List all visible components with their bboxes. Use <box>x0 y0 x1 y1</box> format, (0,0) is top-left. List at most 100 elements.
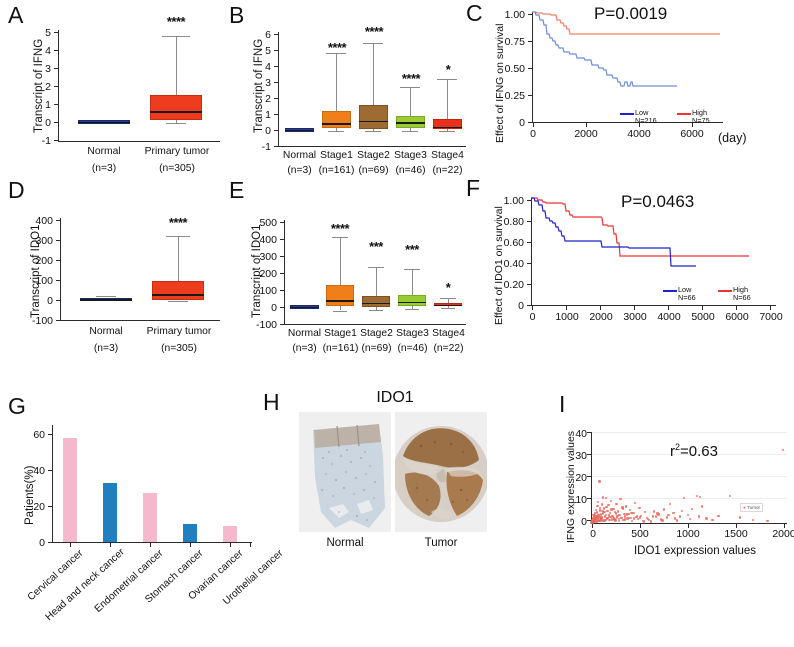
scatter-point <box>630 511 633 515</box>
scatter-point <box>697 515 700 518</box>
panel-i-xlabel: IDO1 expression values <box>633 545 757 557</box>
panel-b-tickmark <box>274 98 278 100</box>
panel-g-bar-3 <box>183 524 197 542</box>
panel-e-median-s3 <box>398 301 426 304</box>
panel-c-legend-low-n: N=216 <box>635 116 657 126</box>
scatter-point <box>603 515 606 518</box>
panel-c-ytick-050: 0.50 <box>504 63 525 75</box>
panel-b-box-s1 <box>322 111 351 129</box>
panel-b-xaxis <box>278 146 466 148</box>
panel-a-tickmark <box>54 68 58 70</box>
scatter-point <box>642 520 646 523</box>
panel-e-xn-4: (n=22) <box>433 343 464 354</box>
panel-c-legend-high-line <box>677 113 691 116</box>
scatter-point <box>638 516 642 519</box>
scatter-point <box>592 517 596 520</box>
scatter-point <box>590 520 594 524</box>
scatter-point <box>609 515 612 519</box>
scatter-point <box>595 517 598 520</box>
panel-c-tickmark <box>528 14 532 16</box>
panel-f-tickmark <box>527 263 531 265</box>
panel-e-xcat-2: Stage2 <box>360 328 393 339</box>
panel-c-xtickmark <box>586 123 588 127</box>
panel-g-tickmark <box>48 542 52 544</box>
panel-b-ytick-1: 1 <box>265 109 271 121</box>
scatter-point <box>751 518 754 521</box>
panel-i-xtickmark <box>592 524 594 528</box>
panel-e-tickmark <box>280 307 284 309</box>
panel-d-whisker-tumor <box>178 235 179 300</box>
panel-i-tickmark <box>587 520 591 522</box>
scatter-point <box>661 519 664 522</box>
panel-g: G Patients(%) 60 40 20 0 Cervical cancer… <box>0 385 285 647</box>
panel-b-sig-s1: **** <box>327 40 347 55</box>
panel-b-median-s4 <box>433 126 462 129</box>
panel-h-caption-normal: Normal <box>326 537 364 549</box>
panel-f-ytick-020: 0.20 <box>503 279 524 291</box>
panel-f-xtick-6000: 6000 <box>725 311 749 323</box>
panel-b-whisker-s3-low <box>410 128 411 131</box>
scatter-point <box>628 516 631 520</box>
panel-b-xcat-3: Stage3 <box>394 150 427 161</box>
scatter-point <box>659 518 663 521</box>
panel-f-survival-curves <box>531 197 749 267</box>
panel-i: I IFNG expression values 40 30 20 10 0 0… <box>505 385 794 585</box>
panel-a-xn-normal: (n=3) <box>91 163 117 174</box>
scatter-point <box>594 508 598 511</box>
scatter-point <box>604 518 607 521</box>
panel-i-xtick-0: 0 <box>590 528 596 540</box>
panel-e-cap-s2 <box>368 266 384 268</box>
scatter-point <box>700 505 703 508</box>
panel-b-xn-2: (n=69) <box>358 165 389 176</box>
panel-b-ytick-2: 2 <box>265 93 271 105</box>
panel-c-survival-curves <box>532 11 720 87</box>
scatter-point <box>602 519 605 523</box>
scatter-point <box>597 500 600 504</box>
panel-c-day-unit: (day) <box>718 131 747 145</box>
panel-b-sig-s2: **** <box>364 24 384 39</box>
panel-a-whiskercap-tumor <box>166 122 186 124</box>
scatter-point <box>650 520 653 523</box>
panel-e-cap-s4 <box>440 298 456 300</box>
panel-g-tickmark <box>48 470 52 472</box>
panel-b-ytick-4: 4 <box>265 61 271 73</box>
panel-e-median-s2 <box>362 302 390 305</box>
panel-b-cap-s3-low <box>402 131 418 132</box>
panel-c-ytick-025: 0.25 <box>504 90 525 102</box>
panel-d-ytick-0: 0 <box>47 295 53 307</box>
panel-g-bar-0 <box>63 437 77 542</box>
panel-b-median-normal <box>285 129 314 132</box>
panel-i-tickmark <box>587 454 591 456</box>
panel-b-xn-1: (n=161) <box>318 165 355 176</box>
panel-g-xtickmark <box>230 543 232 547</box>
scatter-point <box>635 515 638 519</box>
scatter-point <box>609 499 613 502</box>
panel-g-xcat-1: Head and neck cancer <box>43 546 127 624</box>
panel-c-tickmark <box>528 68 532 70</box>
panel-i-r2-sup: 2 <box>675 442 681 452</box>
panel-g-xtickmark <box>110 543 112 547</box>
scatter-point <box>613 510 617 514</box>
panel-b-xn-4: (n=22) <box>432 165 463 176</box>
panel-d-xcat-normal: Normal <box>89 326 123 337</box>
panel-b-median-s3 <box>396 122 425 124</box>
panel-f-xtickmark <box>634 306 636 310</box>
panel-b-tickmark <box>274 34 278 36</box>
panel-f-xtick-5000: 5000 <box>691 311 715 323</box>
scatter-point <box>619 516 623 519</box>
panel-c-legend-high-label: High <box>692 108 708 117</box>
scatter-point <box>629 516 633 519</box>
panel-a-xcat-normal: Normal <box>87 146 121 157</box>
panel-f-ytick-100: 1.00 <box>503 195 524 207</box>
panel-g-xtickmark <box>190 543 192 547</box>
panel-c-xtickmark <box>639 123 641 127</box>
panel-c-label: C <box>466 0 483 26</box>
panel-h-title: IDO1 <box>376 389 414 406</box>
panel-a-median-tumor <box>150 111 202 113</box>
panel-c-ytick-075: 0.75 <box>504 36 525 48</box>
panel-f-xtick-3000: 3000 <box>623 311 647 323</box>
panel-b-yaxis <box>278 32 280 147</box>
scatter-point <box>636 517 640 521</box>
panel-c: C Effect of IFNG on survival 1.00 0.75 0… <box>466 0 794 180</box>
panel-d-xcat-tumor: Primary tumor <box>146 326 212 337</box>
